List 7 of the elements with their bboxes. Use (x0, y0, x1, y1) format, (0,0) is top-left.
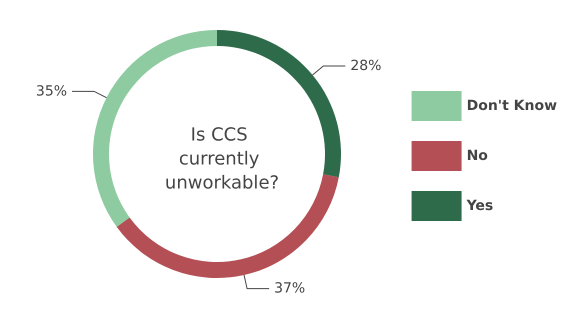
text: Is CCS currently unworkable? (164, 124, 280, 194)
data-label: 28% (350, 58, 382, 74)
legend-label: Yes (466, 198, 494, 214)
data-label: 37% (274, 280, 306, 297)
legend-label: No (466, 148, 488, 164)
data-label: 35% (36, 83, 68, 100)
legend-label: Don't Know (466, 98, 558, 114)
